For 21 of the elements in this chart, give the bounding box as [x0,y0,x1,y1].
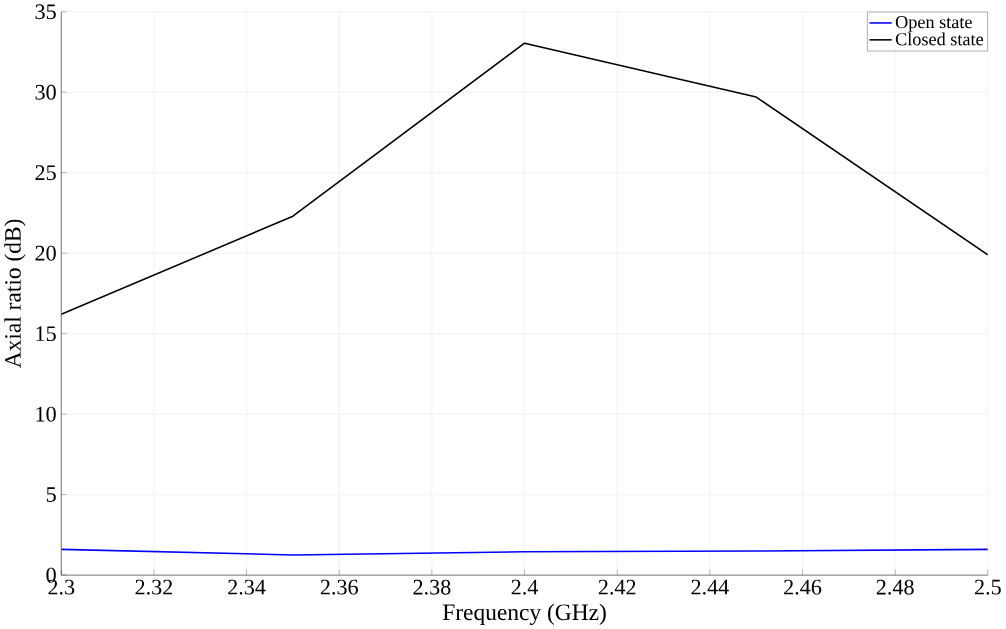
x-tick-label: 2.48 [876,579,914,595]
y-tick-label: 10 [36,406,56,422]
y-tick-label: 25 [35,165,56,180]
y-axis-title: Axial ratio (dB) [4,219,26,368]
x-tick-label: 2.34 [228,579,266,595]
x-tick-label: 2.46 [784,579,822,595]
x-tick-label: 2.36 [320,579,358,595]
y-tick-label: 5 [46,487,56,502]
x-tick-label: 2.44 [691,579,729,595]
x-tick-label: 2.42 [598,579,636,595]
legend-label: Closed state [895,32,984,46]
legend-label: Open state [895,15,972,32]
x-tick-label: 2.5 [974,579,1001,595]
y-tick-label: 30 [35,84,56,100]
y-tick-label: 35 [35,4,56,20]
x-axis-title: Frequency (GHz) [442,603,606,625]
x-tick-label: 2.4 [511,579,539,595]
x-tick-label: 2.32 [135,579,173,595]
y-tick-label: 15 [36,326,56,341]
x-tick-label: 2.38 [413,579,451,595]
y-tick-label: 20 [35,245,56,261]
